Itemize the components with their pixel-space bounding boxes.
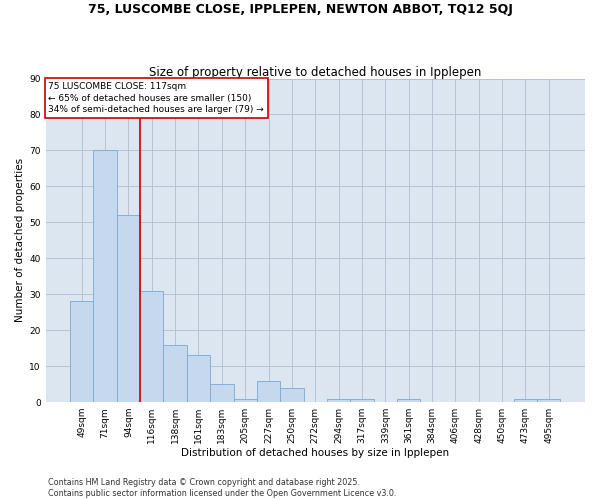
X-axis label: Distribution of detached houses by size in Ipplepen: Distribution of detached houses by size … xyxy=(181,448,449,458)
Bar xyxy=(117,215,140,402)
Bar xyxy=(514,398,537,402)
Bar xyxy=(163,344,187,402)
Text: 75 LUSCOMBE CLOSE: 117sqm
← 65% of detached houses are smaller (150)
34% of semi: 75 LUSCOMBE CLOSE: 117sqm ← 65% of detac… xyxy=(48,82,264,114)
Bar xyxy=(350,398,374,402)
Bar xyxy=(233,398,257,402)
Bar xyxy=(210,384,233,402)
Title: Size of property relative to detached houses in Ipplepen: Size of property relative to detached ho… xyxy=(149,66,481,78)
Bar xyxy=(327,398,350,402)
Bar xyxy=(537,398,560,402)
Bar xyxy=(257,380,280,402)
Bar xyxy=(70,302,94,402)
Bar xyxy=(140,290,163,402)
Bar xyxy=(397,398,421,402)
Bar xyxy=(280,388,304,402)
Y-axis label: Number of detached properties: Number of detached properties xyxy=(15,158,25,322)
Text: 75, LUSCOMBE CLOSE, IPPLEPEN, NEWTON ABBOT, TQ12 5QJ: 75, LUSCOMBE CLOSE, IPPLEPEN, NEWTON ABB… xyxy=(88,2,512,16)
Bar xyxy=(94,150,117,402)
Bar xyxy=(187,356,210,402)
Text: Contains HM Land Registry data © Crown copyright and database right 2025.
Contai: Contains HM Land Registry data © Crown c… xyxy=(48,478,397,498)
